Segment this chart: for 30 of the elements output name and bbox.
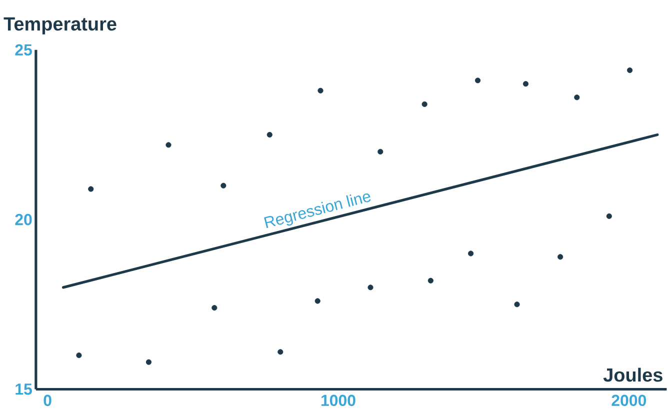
x-tick-label: 2000	[612, 394, 646, 406]
point	[474, 78, 481, 84]
point	[368, 284, 374, 290]
point	[626, 67, 633, 73]
y-tick-label: 15	[16, 384, 32, 395]
point	[212, 304, 218, 310]
point	[166, 142, 172, 148]
point	[522, 80, 529, 87]
point	[318, 88, 324, 94]
point	[574, 94, 580, 100]
point	[514, 302, 520, 308]
x-axis-title: Joules	[603, 368, 662, 382]
point	[314, 298, 320, 304]
x-tick-label: 0	[44, 394, 52, 406]
point	[468, 250, 474, 256]
x-tick-label: 1000	[321, 394, 356, 406]
point	[220, 182, 226, 188]
point	[88, 186, 94, 192]
y-axis-title: Temperature	[4, 17, 116, 34]
y-tick-label: 20	[15, 214, 32, 226]
point	[428, 278, 434, 284]
point	[266, 132, 272, 138]
point	[558, 254, 564, 260]
point	[378, 148, 384, 154]
y-tick-label: 25	[15, 44, 32, 56]
point	[146, 359, 152, 365]
point	[606, 213, 612, 219]
point	[278, 349, 284, 355]
point	[76, 352, 82, 358]
point	[422, 101, 428, 107]
